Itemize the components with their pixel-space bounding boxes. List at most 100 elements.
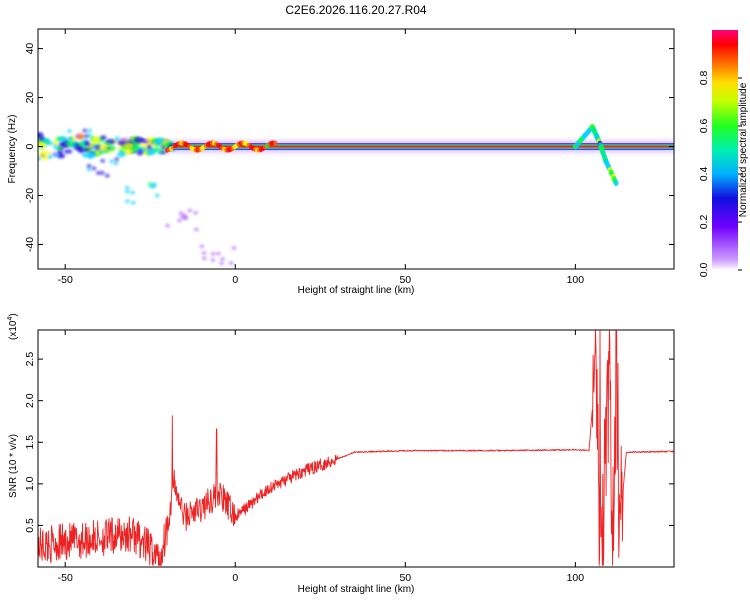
spectrogram-blob — [104, 173, 110, 178]
spectrogram-blob — [219, 261, 225, 266]
spectrogram-blob — [228, 261, 234, 266]
snr-multiplier-base: (x10 — [8, 320, 19, 340]
spectrogram-cell — [38, 156, 41, 161]
spectrogram-y-tick-label: 20 — [24, 92, 36, 104]
spectrogram-blob — [73, 143, 79, 148]
spectrogram-blob — [130, 190, 136, 195]
spectrogram-cell — [123, 142, 134, 150]
snr-y-tick-label: 1.5 — [24, 435, 36, 450]
spectrogram-blob — [67, 129, 73, 134]
spectrogram-cell — [53, 139, 58, 146]
snr-x-axis-label: Height of straight line (km) — [298, 584, 415, 595]
spectrogram-y-tick-label: -20 — [24, 188, 36, 203]
spectrogram-cell — [84, 140, 90, 147]
spectrogram-blob — [91, 166, 97, 171]
spectrogram-cell — [123, 148, 134, 155]
spectrogram-blob — [124, 185, 130, 190]
spectrogram-blob — [199, 244, 205, 249]
spectrogram-blob — [154, 193, 160, 198]
spectrogram-blob — [82, 128, 88, 133]
spectrogram-blob — [201, 251, 207, 256]
snr-y-axis-label: SNR (10 * v/v) — [8, 434, 19, 498]
spectrogram-cell — [77, 146, 82, 151]
spectrogram-cell — [140, 144, 149, 149]
spectrogram-blob — [210, 258, 216, 263]
snr-y-tick-label: 0.5 — [24, 518, 36, 533]
spectrogram-blob — [86, 163, 92, 168]
spectrogram-blob — [147, 181, 153, 186]
spectrogram-x-tick-label: 0 — [232, 274, 238, 286]
spectrogram-blob — [100, 158, 106, 163]
spectrogram-y-tick-label: 40 — [24, 43, 36, 55]
snr-x-tick-label: -50 — [58, 572, 73, 584]
spectrogram-panel: -50 0 50 100 -40 -20 0 20 40 Height of straight… — [7, 28, 675, 296]
snr-y-multiplier: (x104) — [7, 313, 19, 340]
spectrogram-blob — [95, 171, 101, 176]
snr-x-tick-label: 50 — [399, 572, 411, 584]
spectrogram-cell — [613, 180, 619, 187]
spectrogram-blob — [201, 256, 207, 261]
snr-series-line — [38, 330, 674, 566]
spectrogram-frame — [37, 28, 675, 270]
snr-y-tick-label: 2.0 — [24, 393, 36, 408]
spectrogram-y-ticks: -40 -20 0 20 40 — [24, 43, 674, 252]
colorbar-tick-label: 0.4 — [698, 167, 710, 182]
colorbar-tick-label: 0.8 — [698, 71, 710, 86]
spectrogram-blob — [87, 133, 93, 138]
colorbar-ticks: 0.0 0.2 0.4 0.6 0.8 — [698, 71, 742, 278]
spectrogram-cell — [58, 136, 69, 142]
spectrogram-blob — [124, 189, 130, 194]
spectrogram-blob — [210, 251, 216, 256]
spectrogram-blob — [124, 199, 130, 204]
spectrogram-cell — [40, 141, 45, 149]
spectrogram-blob — [109, 159, 115, 164]
spectrogram-cell — [163, 143, 169, 148]
snr-frame — [37, 329, 675, 568]
spectrogram-x-ticks: -50 0 50 100 — [58, 29, 584, 286]
spectrogram-cell — [38, 152, 47, 157]
spectrogram-y-axis-label: Frequency (Hz) — [7, 115, 18, 184]
spectrogram-blob — [67, 136, 73, 141]
snr-y-tick-label: 2.5 — [24, 352, 36, 367]
colorbar-tick-label: 0.6 — [698, 119, 710, 134]
spectrogram-blob — [176, 218, 182, 223]
spectrogram-cell — [47, 141, 54, 146]
spectrogram-blob — [178, 211, 184, 216]
colorbar: 0.0 0.2 0.4 0.6 0.8 Normalized spectral ampl… — [698, 30, 749, 277]
spectrogram-x-tick-label: 50 — [399, 274, 411, 286]
snr-y-tick-label: 1.0 — [24, 476, 36, 491]
spectrogram-blob — [187, 208, 193, 213]
spectrogram-cell — [109, 145, 116, 151]
spectrogram-cell — [115, 135, 120, 142]
spectrogram-cell — [41, 138, 50, 143]
snr-panel: -50 0 50 100 0.5 1.0 1.5 2.0 2.5 Height of stra… — [7, 313, 675, 595]
spectrogram-cell — [75, 134, 80, 139]
spectrogram-cell — [63, 149, 73, 154]
spectrogram-blob — [151, 182, 157, 187]
spectrogram-cell — [273, 140, 278, 146]
colorbar-tick-label: 0.2 — [698, 215, 710, 230]
spectrogram-cell — [118, 149, 125, 154]
spectrogram-blob — [165, 223, 171, 228]
colorbar-tick-label: 0.0 — [698, 263, 710, 278]
snr-x-ticks: -50 0 50 100 — [58, 330, 584, 584]
spectrogram-cell — [99, 144, 108, 151]
spectrogram-cell — [64, 142, 72, 146]
spectrogram-cell — [116, 152, 126, 158]
spectrogram-cell — [143, 140, 149, 144]
spectrogram-blob — [86, 167, 92, 172]
svg-text:(x104): (x104) — [7, 313, 19, 340]
chart-title: C2E6.2026.116.20.27.R04 — [285, 3, 427, 17]
spectrogram-blob — [87, 128, 93, 133]
spectrogram-blob — [113, 161, 119, 166]
snr-multiplier-exponent: 4 — [7, 317, 14, 321]
spectrogram-blob — [193, 210, 199, 215]
spectrogram-x-tick-label: -50 — [58, 274, 73, 286]
spectrogram-blob — [215, 251, 221, 256]
spectrogram-blob — [114, 157, 120, 162]
spectrogram-cell — [147, 144, 152, 151]
spectrogram-blob — [179, 214, 185, 219]
spectrogram-cell — [40, 156, 50, 161]
spectrogram-cell — [136, 149, 144, 156]
